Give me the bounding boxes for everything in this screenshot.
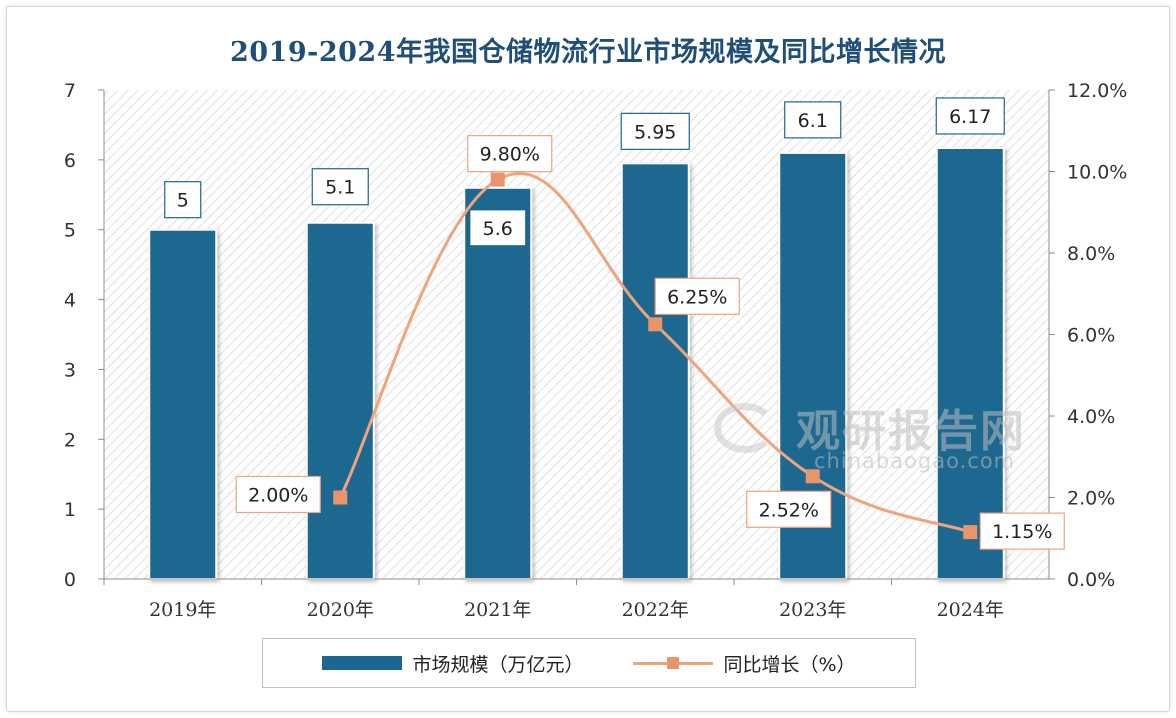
legend-item-line: 同比增长（%）	[633, 650, 856, 677]
left-tick-label: 7	[64, 80, 76, 102]
x-tick-label: 2019年	[149, 599, 216, 621]
left-tick-label: 4	[64, 290, 76, 312]
bar-value-label-box	[784, 101, 842, 139]
line-value-label-text: 2.52%	[759, 499, 819, 521]
line-value-label-box	[654, 277, 740, 315]
x-tick-label: 2021年	[464, 599, 531, 621]
right-tick-label: 2.0%	[1067, 488, 1115, 510]
line-value-label: 9.80%	[467, 135, 553, 173]
bar-value-label: 5.6	[469, 209, 527, 247]
legend-swatch-bar	[322, 656, 403, 670]
left-tick-label: 6	[64, 150, 76, 172]
right-tick-label: 8.0%	[1067, 243, 1115, 265]
growth-marker	[648, 317, 663, 332]
legend-swatch-line	[633, 656, 714, 670]
right-tick-label: 10.0%	[1067, 162, 1127, 184]
bar-value-label: 6.1	[784, 101, 842, 139]
line-value-label-text: 6.25%	[667, 286, 727, 308]
bar-value-label-text: 5.6	[483, 218, 513, 240]
bar-value-label-text: 5.1	[325, 177, 355, 199]
chart-title: 2019-2024年我国仓储物流行业市场规模及同比增长情况	[230, 37, 946, 68]
chart-legend: 市场规模（万亿元） 同比增长（%）	[262, 638, 916, 688]
bar-value-label-box	[469, 209, 527, 247]
x-tick-label: 2023年	[779, 599, 846, 621]
bar-value-label-text: 5	[177, 190, 189, 212]
bar-value-label-box	[935, 97, 1005, 135]
right-tick-label: 6.0%	[1067, 325, 1115, 347]
legend-item-bar: 市场规模（万亿元）	[322, 650, 583, 677]
bar-value-label: 5.95	[620, 112, 690, 150]
line-value-label-text: 9.80%	[480, 144, 540, 166]
line-value-label-box	[467, 135, 553, 173]
line-value-label-text: 1.15%	[992, 521, 1052, 543]
bar-value-label-text: 6.1	[798, 110, 828, 132]
bar-2020年	[305, 221, 375, 580]
right-tick-label: 0.0%	[1067, 569, 1115, 591]
bar-value-label: 5	[164, 181, 202, 219]
x-tick-label: 2022年	[622, 599, 689, 621]
line-value-label: 1.15%	[979, 512, 1065, 550]
left-tick-label: 2	[64, 429, 76, 451]
bar-value-label-box	[164, 181, 202, 219]
left-tick-label: 3	[64, 359, 76, 381]
line-value-label: 2.52%	[746, 490, 832, 528]
growth-marker	[805, 469, 820, 484]
bar-2021年	[463, 186, 533, 581]
growth-line	[338, 172, 971, 534]
bar-value-label: 6.17	[935, 97, 1005, 135]
legend-label-bar: 市场规模（万亿元）	[412, 653, 584, 676]
x-tick-label: 2024年	[937, 599, 1004, 621]
bar-value-label-text: 6.17	[949, 106, 991, 128]
line-value-label-box	[979, 512, 1065, 550]
growth-marker	[490, 172, 505, 187]
right-tick-label: 12.0%	[1067, 80, 1127, 102]
right-tick-label: 4.0%	[1067, 406, 1115, 428]
bar-value-label-text: 5.95	[634, 121, 676, 143]
bar-2022年	[620, 162, 690, 580]
bar-2024年	[935, 146, 1005, 581]
bar-value-label-box	[620, 112, 690, 150]
line-value-label-box	[746, 490, 832, 528]
x-tick-label: 2020年	[307, 599, 374, 621]
legend-label-line: 同比增长（%）	[723, 653, 856, 676]
left-tick-label: 5	[64, 220, 76, 242]
bar-2019年	[148, 228, 218, 580]
bar-value-label: 5.1	[311, 168, 369, 206]
growth-marker	[963, 525, 978, 540]
growth-marker	[333, 490, 348, 505]
left-tick-label: 0	[64, 569, 76, 591]
line-value-label: 2.00%	[235, 475, 321, 514]
line-value-label-text: 2.00%	[248, 485, 308, 507]
line-value-label: 6.25%	[654, 277, 740, 315]
line-value-label-box	[235, 475, 321, 514]
bar-value-label-box	[311, 168, 369, 206]
left-tick-label: 1	[64, 499, 76, 521]
